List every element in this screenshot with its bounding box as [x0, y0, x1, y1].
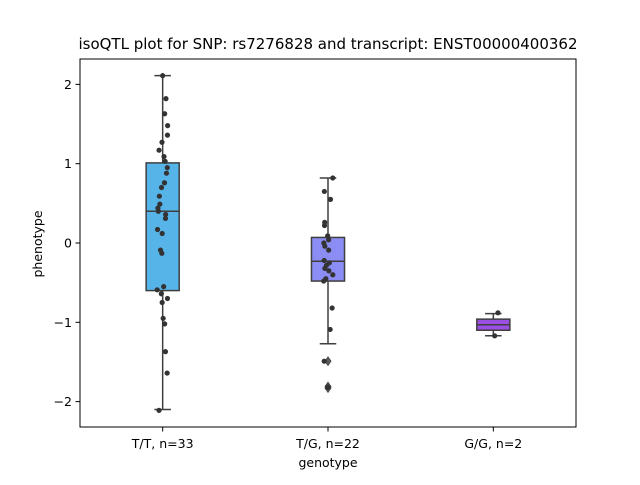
data-point: [156, 147, 162, 153]
y-axis-ticks: −2 −1 0 1 2: [54, 77, 80, 409]
data-point: [329, 305, 335, 311]
data-point: [161, 284, 167, 290]
data-point: [154, 287, 160, 293]
data-point: [326, 237, 332, 243]
data-point: [162, 158, 168, 164]
data-point: [162, 111, 168, 117]
points-layer: [154, 73, 501, 413]
data-point: [164, 165, 170, 171]
x-tick-label: T/G, n=22: [295, 436, 360, 451]
data-point: [159, 230, 165, 237]
data-point: [157, 201, 163, 207]
data-point: [321, 222, 328, 229]
data-point: [165, 123, 171, 129]
data-point: [156, 407, 162, 413]
y-tick-label: 2: [64, 77, 72, 92]
y-tick-label: 0: [64, 236, 72, 251]
x-tick-label: T/T, n=33: [131, 436, 194, 451]
data-point: [163, 170, 170, 176]
chart-title: isoQTL plot for SNP: rs7276828 and trans…: [78, 35, 577, 53]
x-axis-ticks: T/T, n=33 T/G, n=22 G/G, n=2: [131, 427, 522, 451]
x-tick-label: G/G, n=2: [464, 436, 522, 451]
data-point: [158, 291, 164, 297]
boxes-layer: [145, 74, 511, 411]
data-point: [327, 326, 333, 333]
data-point: [325, 233, 331, 239]
data-point: [159, 139, 165, 145]
data-point: [164, 295, 171, 302]
data-point: [330, 175, 336, 181]
data-point: [492, 333, 498, 339]
data-point: [159, 299, 165, 306]
data-point: [495, 310, 501, 316]
data-point: [160, 73, 166, 79]
data-point: [159, 250, 165, 256]
data-point: [154, 226, 161, 233]
data-point: [164, 132, 171, 138]
data-point: [322, 243, 328, 249]
data-point: [326, 247, 332, 253]
data-point: [164, 370, 170, 376]
data-point: [330, 272, 336, 278]
data-point: [163, 96, 169, 102]
data-point: [161, 180, 168, 186]
data-point: [321, 358, 327, 364]
y-axis-label: phenotype: [30, 210, 45, 277]
data-point: [155, 208, 161, 214]
data-point: [162, 321, 168, 327]
data-point: [321, 188, 327, 195]
box: [310, 236, 346, 282]
data-point: [162, 349, 169, 355]
data-point: [162, 215, 169, 222]
x-axis-label: genotype: [298, 455, 357, 470]
data-point: [158, 184, 165, 191]
data-point: [161, 153, 167, 160]
data-point: [160, 315, 166, 321]
data-point: [163, 211, 169, 218]
data-point: [325, 384, 331, 390]
y-tick-label: 1: [64, 156, 72, 171]
data-point: [321, 257, 327, 264]
data-point: [322, 265, 328, 271]
y-tick-label: −1: [54, 315, 72, 330]
data-point: [327, 196, 334, 202]
data-point: [326, 268, 332, 274]
data-point: [321, 278, 327, 284]
data-point: [156, 193, 162, 199]
y-tick-label: −2: [54, 394, 72, 409]
